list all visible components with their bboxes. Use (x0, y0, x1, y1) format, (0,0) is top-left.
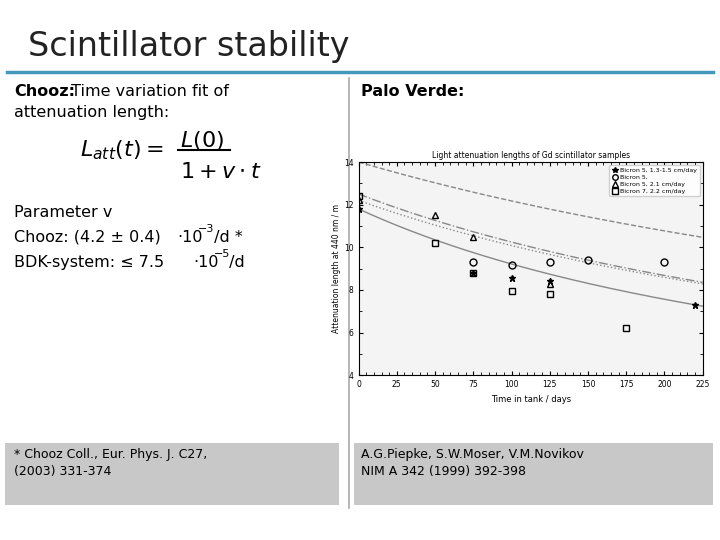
Text: Time variation fit of: Time variation fit of (66, 84, 229, 99)
Text: * Chooz Coll., Eur. Phys. J. C27,: * Chooz Coll., Eur. Phys. J. C27, (14, 448, 207, 461)
Text: ·10: ·10 (193, 255, 218, 270)
Text: [v = (1.5 – 2.8): [v = (1.5 – 2.8) (391, 282, 516, 300)
Text: $L_{att}(t)=$: $L_{att}(t)=$ (80, 138, 163, 162)
Text: −3: −3 (534, 275, 552, 288)
Text: $1 + v \cdot t$: $1 + v \cdot t$ (180, 162, 262, 182)
Text: ·10: ·10 (177, 230, 202, 245)
Title: Light attenuation lengths of Gd scintillator samples: Light attenuation lengths of Gd scintill… (431, 151, 630, 160)
Text: ·10: ·10 (513, 282, 539, 300)
X-axis label: Time in tank / days: Time in tank / days (490, 395, 571, 404)
Text: /d *: /d * (209, 230, 243, 245)
Text: (2003) 331-374: (2003) 331-374 (14, 465, 112, 478)
Text: Palo Verde:: Palo Verde: (361, 84, 464, 99)
Text: Scintillator stability: Scintillator stability (28, 30, 349, 63)
Text: −3: −3 (198, 224, 215, 234)
Text: A.G.Piepke, S.W.Moser, V.M.Novikov: A.G.Piepke, S.W.Moser, V.M.Novikov (361, 448, 584, 461)
Text: NIM A 342 (1999) 392-398: NIM A 342 (1999) 392-398 (361, 465, 526, 478)
Text: BDK-system: ≤ 7.5: BDK-system: ≤ 7.5 (14, 255, 164, 270)
Y-axis label: Attenuation length at 440 nm / m: Attenuation length at 440 nm / m (333, 204, 341, 333)
Text: Chooz: (4.2 ± 0.4): Chooz: (4.2 ± 0.4) (14, 230, 161, 245)
Text: /d)]: /d)] (546, 282, 580, 300)
Text: attenuation length:: attenuation length: (14, 105, 169, 120)
Text: /d: /d (224, 255, 245, 270)
Bar (5, 443, 339, 505)
Text: Parameter v: Parameter v (14, 205, 112, 220)
Text: Chooz:: Chooz: (14, 84, 75, 99)
Bar (354, 443, 713, 505)
Text: −5: −5 (214, 249, 230, 259)
Text: $L(0)$: $L(0)$ (180, 129, 224, 152)
Legend: Bicron 5, 1.3-1.5 cm/day, Bicron 5,, Bicron 5, 2.1 cm/day, Bicron 7, 2.2 cm/day: Bicron 5, 1.3-1.5 cm/day, Bicron 5,, Bic… (609, 165, 700, 197)
